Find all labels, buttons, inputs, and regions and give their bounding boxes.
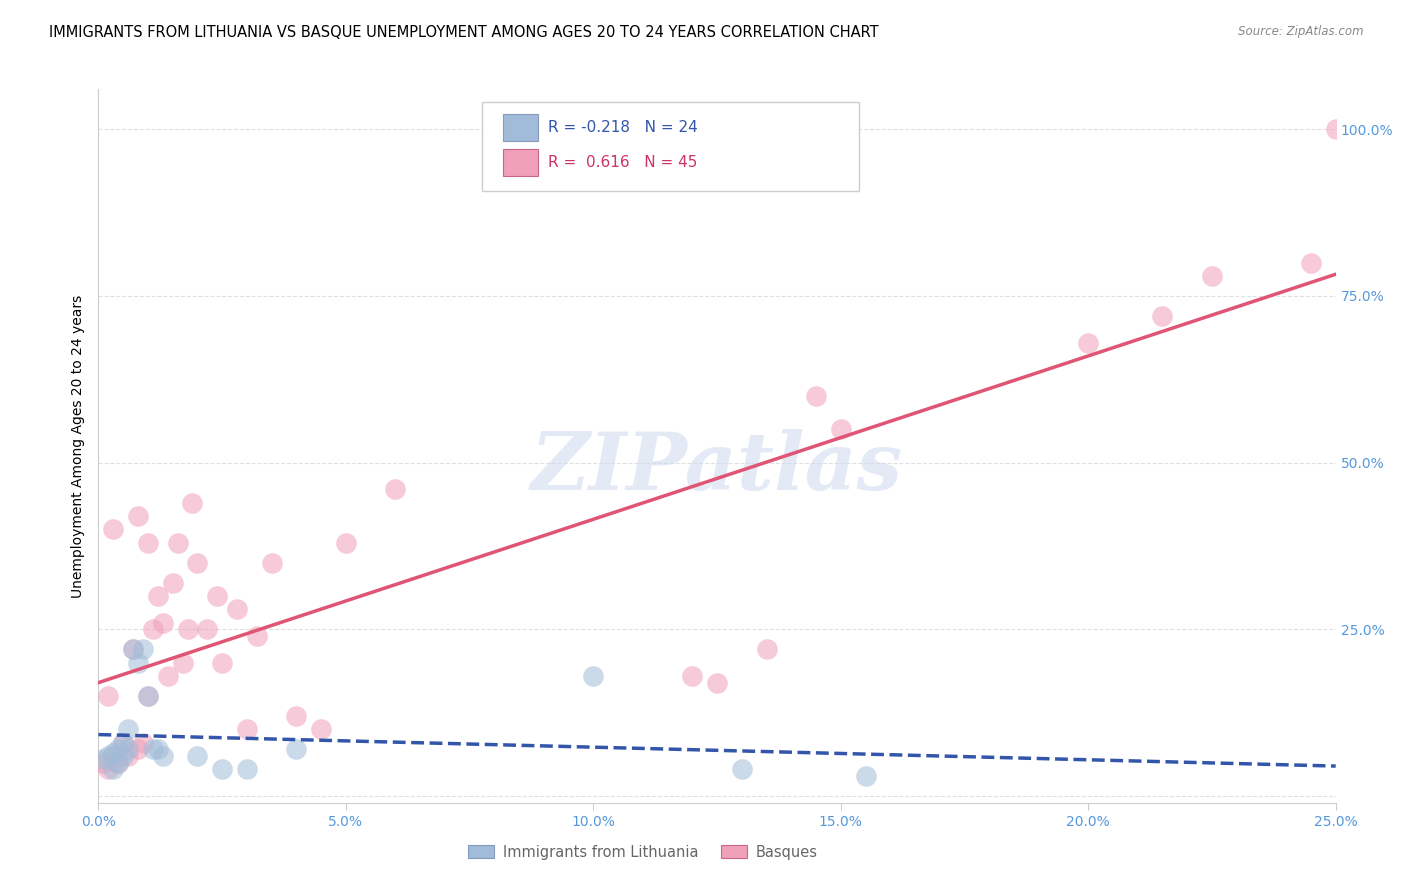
Point — [107, 756, 129, 770]
Point — [804, 389, 827, 403]
Point — [1201, 268, 1223, 283]
Point — [1077, 335, 1099, 350]
Point — [855, 769, 877, 783]
Point — [706, 675, 728, 690]
Point — [127, 656, 149, 670]
Point — [162, 575, 184, 590]
Point — [384, 483, 406, 497]
Text: IMMIGRANTS FROM LITHUANIA VS BASQUE UNEMPLOYMENT AMONG AGES 20 TO 24 YEARS CORRE: IMMIGRANTS FROM LITHUANIA VS BASQUE UNEM… — [49, 25, 879, 40]
Point — [103, 746, 125, 760]
Point — [122, 642, 145, 657]
Point — [1299, 255, 1322, 269]
Point — [172, 656, 194, 670]
Point — [112, 736, 135, 750]
Point — [156, 669, 179, 683]
Point — [117, 749, 139, 764]
Point — [211, 763, 233, 777]
Point — [103, 763, 125, 777]
Point — [260, 556, 283, 570]
Point — [176, 623, 198, 637]
Point — [1152, 309, 1174, 323]
Point — [93, 752, 115, 766]
Point — [582, 669, 605, 683]
Point — [731, 763, 754, 777]
Point — [142, 742, 165, 756]
Point — [146, 589, 169, 603]
FancyBboxPatch shape — [482, 102, 859, 191]
Point — [97, 749, 120, 764]
Point — [186, 556, 208, 570]
Point — [195, 623, 218, 637]
Legend: Immigrants from Lithuania, Basques: Immigrants from Lithuania, Basques — [461, 838, 825, 867]
Point — [107, 742, 129, 756]
Point — [226, 602, 249, 616]
Point — [335, 535, 357, 549]
Point — [205, 589, 228, 603]
Point — [830, 422, 852, 436]
Point — [122, 642, 145, 657]
Text: R =  0.616   N = 45: R = 0.616 N = 45 — [547, 155, 697, 170]
Point — [112, 749, 135, 764]
Point — [152, 615, 174, 630]
Point — [136, 689, 159, 703]
Point — [186, 749, 208, 764]
Point — [166, 535, 188, 549]
Point — [103, 522, 125, 536]
Point — [236, 763, 259, 777]
Point — [285, 709, 308, 723]
Point — [136, 689, 159, 703]
Point — [127, 742, 149, 756]
Point — [211, 656, 233, 670]
Point — [97, 763, 120, 777]
Point — [132, 642, 155, 657]
Point — [142, 623, 165, 637]
Y-axis label: Unemployment Among Ages 20 to 24 years: Unemployment Among Ages 20 to 24 years — [70, 294, 84, 598]
Point — [1324, 122, 1347, 136]
Point — [103, 749, 125, 764]
Point — [107, 756, 129, 770]
Text: ZIPatlas: ZIPatlas — [531, 429, 903, 506]
Point — [236, 723, 259, 737]
Text: Source: ZipAtlas.com: Source: ZipAtlas.com — [1239, 25, 1364, 38]
Point — [117, 723, 139, 737]
Point — [146, 742, 169, 756]
Point — [246, 629, 269, 643]
Point — [755, 642, 778, 657]
Bar — [503, 149, 537, 177]
Point — [309, 723, 332, 737]
Point — [136, 535, 159, 549]
Point — [132, 736, 155, 750]
Point — [112, 736, 135, 750]
Point — [93, 756, 115, 770]
Text: R = -0.218   N = 24: R = -0.218 N = 24 — [547, 120, 697, 136]
Point — [127, 509, 149, 524]
Bar — [503, 114, 537, 141]
Point — [181, 496, 204, 510]
Point — [285, 742, 308, 756]
Point — [152, 749, 174, 764]
Point — [117, 742, 139, 756]
Point — [681, 669, 703, 683]
Point — [97, 689, 120, 703]
